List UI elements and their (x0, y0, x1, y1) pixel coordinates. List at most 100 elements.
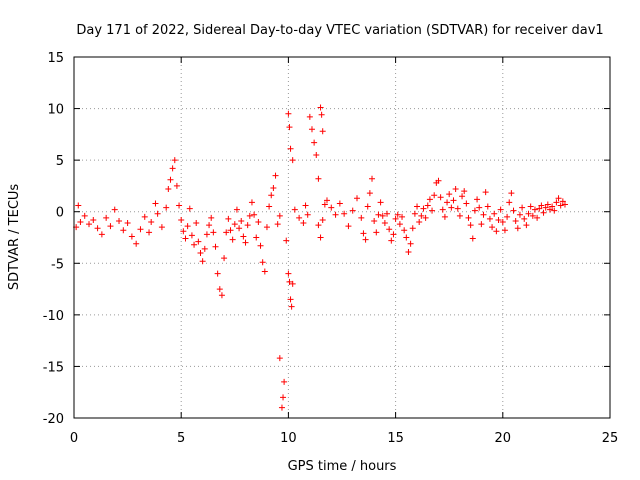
data-point (561, 201, 568, 208)
data-point (437, 194, 444, 201)
data-point (313, 151, 320, 158)
data-point (516, 211, 523, 218)
data-point (233, 206, 240, 213)
data-point (525, 210, 532, 217)
data-point (405, 248, 412, 255)
x-tick-label: 5 (177, 431, 185, 446)
data-point (240, 233, 247, 240)
data-point (471, 207, 478, 214)
data-point (77, 219, 84, 226)
data-point (154, 210, 161, 217)
data-point (208, 214, 215, 221)
data-point (493, 228, 500, 235)
data-point (323, 197, 330, 204)
data-point (124, 220, 131, 227)
data-point (557, 202, 564, 209)
data-point (317, 234, 324, 241)
data-points (73, 104, 568, 411)
data-point (178, 216, 185, 223)
data-point (328, 204, 335, 211)
data-point (75, 202, 82, 209)
data-point (111, 206, 118, 213)
data-point (248, 199, 255, 206)
data-point (452, 186, 459, 193)
data-point (288, 303, 295, 310)
data-point (508, 190, 515, 197)
data-point (527, 203, 534, 210)
x-tick-label: 15 (387, 431, 404, 446)
data-point (225, 215, 232, 222)
data-point (534, 214, 541, 221)
data-point (495, 216, 502, 223)
data-point (203, 231, 210, 238)
data-point (107, 223, 114, 230)
data-point (223, 229, 230, 236)
data-point (394, 211, 401, 218)
data-point (476, 204, 483, 211)
y-tick-label: 5 (56, 154, 64, 169)
data-point (345, 223, 352, 230)
data-point (259, 259, 266, 266)
data-point (332, 211, 339, 218)
data-point (469, 235, 476, 242)
data-point (514, 225, 521, 232)
data-point (167, 176, 174, 183)
data-point (559, 198, 566, 205)
data-point (354, 195, 361, 202)
data-point (286, 124, 293, 131)
data-point (289, 157, 296, 164)
data-point (422, 214, 429, 221)
x-tick-label: 10 (280, 431, 297, 446)
data-point (306, 113, 313, 120)
x-tick-label: 25 (602, 431, 619, 446)
grid-lines (74, 57, 610, 418)
data-point (459, 193, 466, 200)
data-point (229, 236, 236, 243)
data-point (360, 230, 367, 237)
data-point (266, 203, 273, 210)
data-point (146, 229, 153, 236)
data-point (173, 182, 180, 189)
data-point (287, 296, 294, 303)
data-point (158, 224, 165, 231)
y-tick-label: 15 (47, 51, 64, 66)
data-point (321, 201, 328, 208)
data-point (386, 226, 393, 233)
data-point (165, 186, 172, 193)
data-point (431, 192, 438, 199)
data-point (263, 224, 270, 231)
data-point (176, 202, 183, 209)
data-point (489, 224, 496, 231)
data-point (274, 221, 281, 228)
data-point (236, 225, 243, 232)
data-point (501, 227, 508, 234)
data-point (521, 215, 528, 222)
data-point (349, 207, 356, 214)
data-point (499, 219, 506, 226)
data-point (285, 110, 292, 117)
data-point (420, 205, 427, 212)
data-point (242, 239, 249, 246)
data-point (276, 355, 283, 362)
data-point (401, 227, 408, 234)
data-point (519, 204, 526, 211)
plot-area-border (73, 56, 611, 419)
data-point (94, 225, 101, 232)
data-point (199, 258, 206, 265)
data-point (446, 191, 453, 198)
data-point (478, 221, 485, 228)
data-point (549, 203, 556, 210)
data-point (465, 214, 472, 221)
data-point (491, 210, 498, 217)
data-point (206, 222, 213, 229)
data-point (555, 195, 562, 202)
data-point (289, 280, 296, 287)
data-point (296, 214, 303, 221)
data-point (90, 216, 97, 223)
data-point (195, 238, 202, 245)
data-point (486, 215, 493, 222)
x-tick-labels: 0 5 10 15 20 25 (70, 431, 618, 446)
data-point (536, 205, 543, 212)
data-point (384, 210, 391, 217)
x-tick-label: 0 (70, 431, 78, 446)
